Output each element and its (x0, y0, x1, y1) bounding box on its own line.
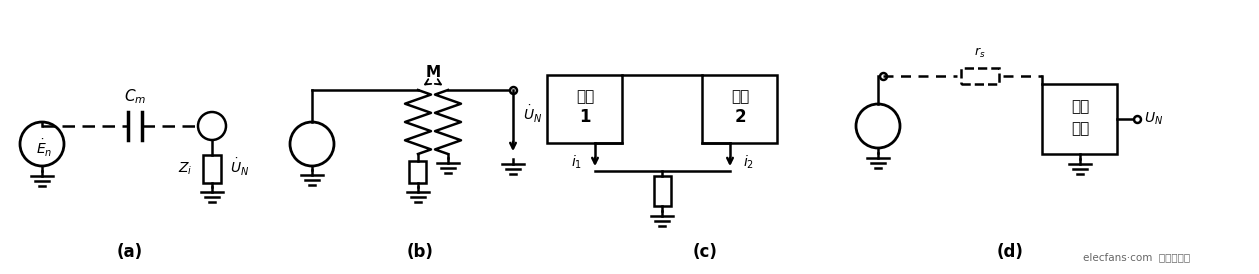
Text: 电路: 电路 (731, 90, 749, 104)
Text: (a): (a) (117, 243, 144, 261)
Text: $\dot{E}_n$: $\dot{E}_n$ (35, 138, 52, 159)
Text: $C_m$: $C_m$ (123, 87, 146, 106)
Text: 电路: 电路 (575, 90, 594, 104)
Text: $U_N$: $U_N$ (1144, 111, 1163, 127)
Text: elecfans·com  电子发烧友: elecfans·com 电子发烧友 (1083, 252, 1190, 262)
Text: 2: 2 (734, 108, 745, 126)
Text: 电路: 电路 (1071, 121, 1089, 136)
Text: (d): (d) (997, 243, 1024, 261)
Bar (703, 75, 778, 143)
Text: 测量: 测量 (1071, 99, 1089, 115)
Bar (203, 155, 222, 183)
Bar (409, 161, 427, 183)
Text: $\dot{U}_N$: $\dot{U}_N$ (230, 156, 249, 178)
Bar (961, 68, 998, 84)
Text: $\dot{U}_N$: $\dot{U}_N$ (522, 104, 543, 125)
Bar (548, 75, 622, 143)
Text: (c): (c) (692, 243, 718, 261)
Text: (b): (b) (407, 243, 433, 261)
Text: $i_1$: $i_1$ (570, 153, 582, 171)
Text: 1: 1 (579, 108, 590, 126)
Text: M: M (426, 65, 441, 80)
Bar (1042, 84, 1118, 154)
Bar (653, 176, 671, 206)
Text: $i_2$: $i_2$ (743, 153, 754, 171)
Text: $r_s$: $r_s$ (974, 46, 986, 60)
Text: $Z_i$: $Z_i$ (178, 161, 193, 177)
